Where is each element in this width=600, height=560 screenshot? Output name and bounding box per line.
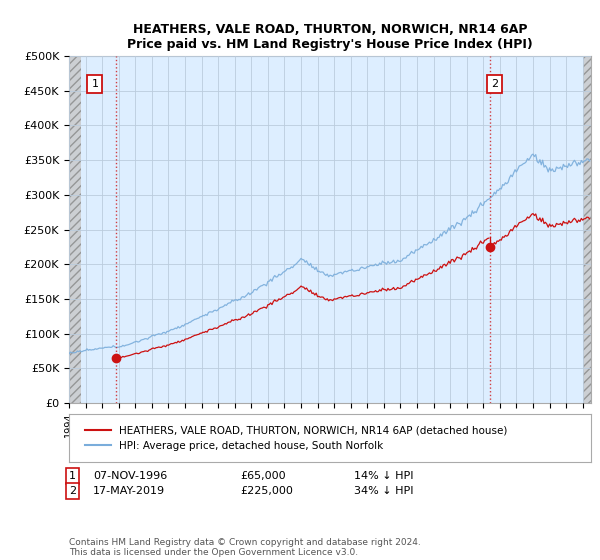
Text: 07-NOV-1996: 07-NOV-1996 [93, 471, 167, 481]
Text: 17-MAY-2019: 17-MAY-2019 [93, 486, 165, 496]
Text: 2: 2 [69, 486, 76, 496]
Legend: HEATHERS, VALE ROAD, THURTON, NORWICH, NR14 6AP (detached house), HPI: Average p: HEATHERS, VALE ROAD, THURTON, NORWICH, N… [79, 421, 512, 456]
Text: 1: 1 [69, 471, 76, 481]
Text: £65,000: £65,000 [240, 471, 286, 481]
Title: HEATHERS, VALE ROAD, THURTON, NORWICH, NR14 6AP
Price paid vs. HM Land Registry': HEATHERS, VALE ROAD, THURTON, NORWICH, N… [127, 22, 533, 50]
Bar [583, 56, 599, 403]
Text: Contains HM Land Registry data © Crown copyright and database right 2024.
This d: Contains HM Land Registry data © Crown c… [69, 538, 421, 557]
Text: 14% ↓ HPI: 14% ↓ HPI [354, 471, 413, 481]
Text: 2: 2 [491, 79, 499, 89]
Text: 34% ↓ HPI: 34% ↓ HPI [354, 486, 413, 496]
Bar [69, 56, 82, 403]
Text: 1: 1 [91, 79, 98, 89]
Text: £225,000: £225,000 [240, 486, 293, 496]
